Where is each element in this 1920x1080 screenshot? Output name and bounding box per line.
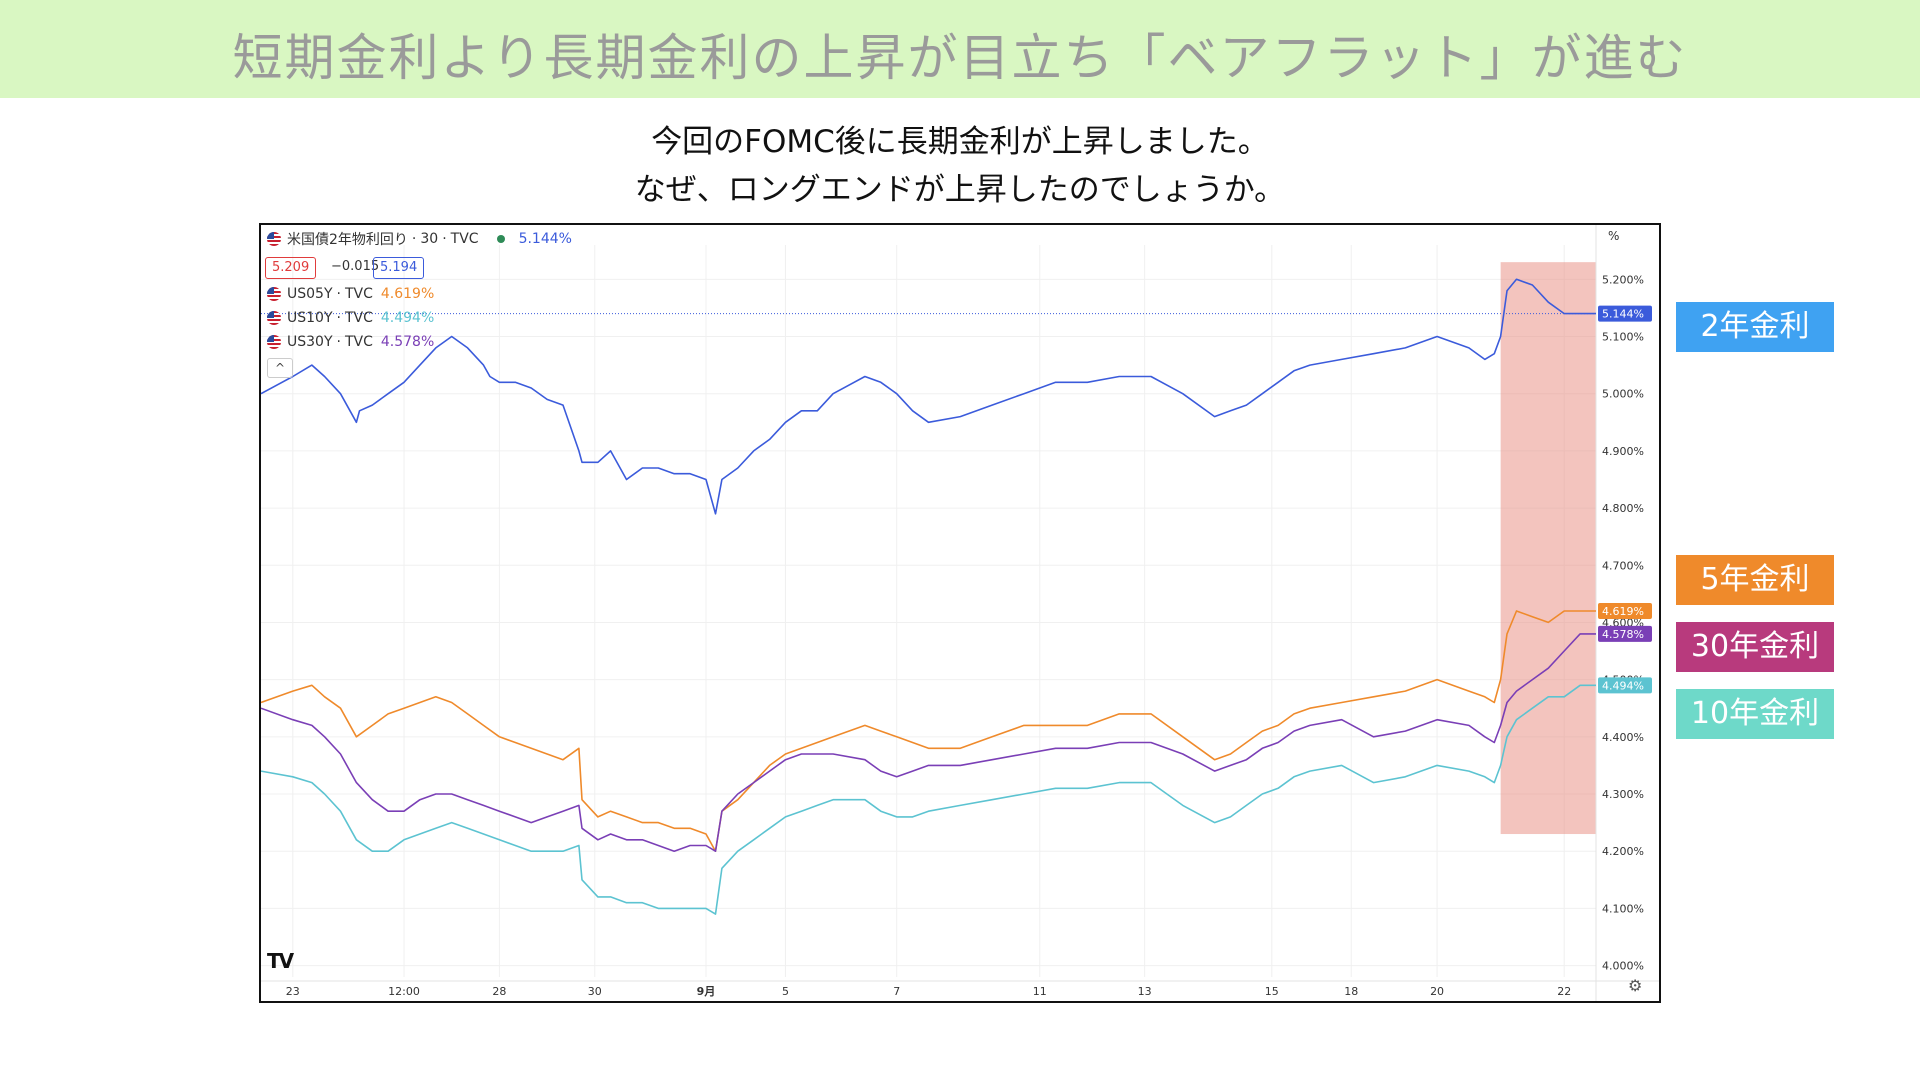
- separator-dot: ·: [336, 334, 341, 350]
- legend-symbol: US05Y: [287, 286, 333, 302]
- last-value-badge-0: [1598, 305, 1652, 322]
- legend-symbol: US30Y: [287, 334, 333, 350]
- label-2y: 2年金利: [1676, 302, 1834, 352]
- highlight-band: [1500, 262, 1596, 835]
- last-value-label-3: 4.494%: [1602, 679, 1644, 692]
- last-value-badge-2: [1598, 625, 1652, 642]
- main-symbol: 米国債2年物利回り: [287, 232, 408, 248]
- x-tick-label: 15: [1265, 985, 1279, 998]
- y-tick-label: 5.000%: [1602, 388, 1644, 401]
- x-tick-label: 11: [1033, 985, 1047, 998]
- legend-source: TVC: [344, 334, 373, 350]
- y-tick-label: 4.100%: [1602, 902, 1644, 915]
- legend-symbol: US10Y: [287, 310, 333, 326]
- page-title: 短期金利より長期金利の上昇が目立ち「ベアフラット」が進む: [232, 29, 1688, 87]
- main-source: TVC: [450, 231, 479, 247]
- chart-frame[interactable]: 5.200% 5.100% 5.000% 4.900% 4.800% 4.700% 4.60…: [259, 223, 1661, 1003]
- series-line-3: [261, 684, 1596, 915]
- us-flag-icon: [267, 287, 281, 301]
- separator-dot: ·: [411, 231, 417, 247]
- legend-us05y[interactable]: US05Y · TVC 4.619%: [267, 286, 434, 302]
- last-value-label-2: 4.578%: [1602, 628, 1644, 641]
- x-tick-label: 18: [1344, 985, 1358, 998]
- y-tick-label: 4.000%: [1602, 960, 1644, 973]
- series-line-0: [261, 278, 1596, 515]
- collapse-legend-button[interactable]: ^: [267, 358, 293, 378]
- x-tick-label: 28: [492, 985, 506, 998]
- title-bar: 短期金利より長期金利の上昇が目立ち「ベアフラット」が進む: [0, 0, 1920, 98]
- gear-icon[interactable]: ⚙: [1628, 976, 1643, 995]
- y-tick-label: 4.400%: [1602, 731, 1644, 744]
- label-30y: 30年金利: [1676, 622, 1834, 672]
- chart-plot[interactable]: 5.200%5.100%5.000%4.900%4.800%4.700%4.60…: [261, 225, 1659, 1001]
- bid-box[interactable]: 5.209: [265, 257, 317, 279]
- unit-label: %: [1608, 229, 1620, 243]
- main-legend[interactable]: 米国債2年物利回り · 30 · TVC 5.144%: [267, 229, 572, 249]
- y-tick-label: 4.800%: [1602, 502, 1644, 515]
- x-tick-label: 13: [1138, 985, 1152, 998]
- x-tick-label: 30: [588, 985, 602, 998]
- x-tick-label: 12:00: [388, 985, 420, 998]
- x-tick-label: 23: [286, 985, 300, 998]
- market-status-icon: [496, 235, 505, 243]
- x-tick-label: 7: [893, 985, 900, 998]
- y-tick-label: 4.700%: [1602, 559, 1644, 572]
- last-value-badge-1: [1598, 603, 1652, 619]
- last-value-label-1: 4.619%: [1602, 605, 1644, 618]
- x-tick-label: 5: [782, 985, 789, 998]
- last-value-label-0: 5.144%: [1602, 308, 1644, 321]
- y-tick-label: 4.900%: [1602, 445, 1644, 458]
- legend-source: TVC: [344, 310, 373, 326]
- separator-dot: ·: [336, 310, 341, 326]
- x-tick-label: 20: [1430, 985, 1444, 998]
- last-value-badge-3: [1598, 677, 1652, 694]
- legend-source: TVC: [344, 286, 373, 302]
- series-line-2: [261, 633, 1596, 852]
- y-tick-label: 5.200%: [1602, 273, 1644, 286]
- subtitle-line-1: 今回のFOMC後に長期金利が上昇しました。: [651, 124, 1269, 160]
- y-tick-label: 4.300%: [1602, 788, 1644, 801]
- separator-dot: ·: [336, 286, 341, 302]
- change-value: −0.015: [331, 259, 380, 274]
- separator-dot: ·: [442, 231, 447, 247]
- legend-us30y[interactable]: US30Y · TVC 4.578%: [267, 334, 434, 350]
- x-tick-label: 22: [1557, 985, 1571, 998]
- y-tick-label: 5.100%: [1602, 331, 1644, 344]
- us-flag-icon: [267, 232, 281, 246]
- interval: 30: [420, 231, 439, 247]
- us-flag-icon: [267, 335, 281, 349]
- us-flag-icon: [267, 311, 281, 325]
- label-5y: 5年金利: [1676, 555, 1834, 605]
- label-10y: 10年金利: [1676, 689, 1834, 739]
- subtitle-line-2: なぜ、ロングエンドが上昇したのでしょうか。: [634, 172, 1286, 208]
- y-tick-label: 4.200%: [1602, 845, 1644, 858]
- series-line-1: [261, 610, 1596, 852]
- ask-box[interactable]: 5.194: [373, 257, 425, 279]
- tradingview-logo-icon: TV: [267, 949, 294, 973]
- x-tick-label: 9月: [697, 985, 716, 998]
- legend-us10y[interactable]: US10Y · TVC 4.494%: [267, 310, 434, 326]
- legend-value: 4.619%: [380, 286, 435, 302]
- legend-value: 4.578%: [380, 334, 435, 350]
- legend-value: 4.494%: [380, 310, 435, 326]
- main-value: 5.144%: [518, 231, 572, 247]
